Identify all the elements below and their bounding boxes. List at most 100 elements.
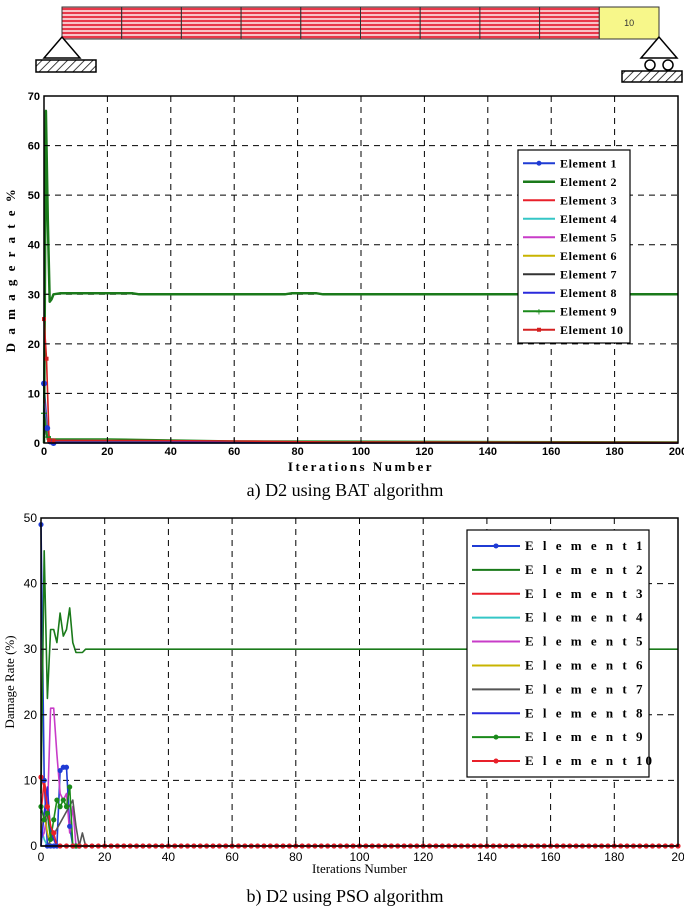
legend-label-4: Element 4 (560, 212, 617, 226)
x-tick-label: 20 (98, 850, 112, 864)
x-tick-label: 0 (41, 446, 47, 458)
series-9-marker (54, 797, 60, 803)
caption-bat: a) D2 using BAT algorithm (247, 480, 444, 501)
x-tick-label: 100 (349, 850, 369, 864)
legend-label-9: E l e m e n t 9 (525, 729, 645, 744)
y-tick-label: 30 (28, 289, 40, 301)
legend-pso: E l e m e n t 1 E l e m e n t 2 E l e m e … (466, 529, 655, 778)
y-axis-label: D a m a g e r a t e % (3, 187, 18, 353)
y-tick-label: 50 (28, 190, 40, 202)
series-2-line (40, 549, 678, 794)
x-tick-label: 140 (479, 446, 497, 458)
x-tick-label: 40 (165, 446, 177, 458)
legend-marker-10 (537, 327, 541, 332)
series-10-marker (47, 438, 52, 443)
series-1-marker (44, 425, 51, 432)
series-10-marker (44, 804, 50, 810)
series-9-marker (51, 817, 57, 823)
legend-label-5: E l e m e n t 5 (525, 634, 645, 649)
legend-label-2: Element 2 (560, 175, 617, 189)
x-tick-label: 200 (669, 446, 684, 458)
legend-label-3: E l e m e n t 3 (525, 586, 645, 601)
series-9-marker (57, 804, 63, 810)
legend-label-8: E l e m e n t 8 (525, 705, 645, 720)
y-tick-label: 50 (24, 511, 38, 525)
x-tick-label: 180 (605, 446, 623, 458)
legend-label-6: Element 6 (560, 249, 617, 263)
beam-diagram: 10 (61, 6, 660, 40)
legend-label-1: Element 1 (560, 156, 617, 170)
x-tick-label: 80 (289, 850, 303, 864)
x-axis-label: Iterations Number (288, 459, 434, 474)
legend-marker-9 (493, 734, 499, 740)
legend-bat: Element 1 Element 2 Element 3 Element 4 Elem… (517, 149, 631, 344)
x-tick-label: 160 (541, 850, 561, 864)
x-tick-label: 160 (542, 446, 560, 458)
right-roller-support (621, 35, 683, 83)
series-10-line (43, 319, 679, 444)
series-1-marker (67, 823, 73, 829)
legend-marker-10 (493, 758, 499, 764)
legend-label-2: E l e m e n t 2 (525, 562, 645, 577)
series-10-marker (51, 438, 56, 443)
y-tick-label: 40 (24, 577, 38, 591)
series-9-marker (63, 804, 70, 810)
damaged-element-label: 10 (624, 18, 634, 28)
legend-label-10: E l e m e n t 10 (525, 753, 655, 768)
beam-element-1 (61, 6, 123, 40)
x-axis-label: Iterations Number (312, 861, 408, 876)
beam-element-8 (479, 6, 541, 40)
y-tick-label: 40 (28, 240, 40, 252)
y-tick-label: 20 (28, 339, 40, 351)
y-tick-label: 10 (28, 388, 40, 400)
legend-label-7: E l e m e n t 7 (525, 681, 645, 696)
series-9-marker (60, 797, 66, 803)
y-tick-label: 0 (30, 839, 37, 853)
y-tick-label: 30 (24, 642, 38, 656)
legend-label-4: E l e m e n t 4 (525, 610, 645, 625)
x-tick-label: 20 (671, 850, 684, 864)
beam-element-5 (300, 6, 361, 40)
legend-label-10: Element 10 (560, 323, 624, 337)
beam-element-3 (180, 6, 242, 40)
x-tick-label: 120 (413, 850, 433, 864)
legend-label-5: Element 5 (560, 230, 617, 244)
series-9-marker (47, 836, 54, 843)
series-9-marker (41, 817, 47, 823)
beam-element-4 (240, 6, 302, 40)
series-10-marker (51, 830, 57, 836)
legend-label-3: Element 3 (560, 193, 617, 207)
legend-label-8: Element 8 (560, 286, 617, 300)
series-1-marker (63, 764, 70, 770)
y-tick-label: 0 (34, 438, 40, 450)
series-10-marker (44, 356, 49, 361)
y-tick-label: 20 (24, 708, 38, 722)
beam-element-9 (539, 6, 600, 40)
x-tick-label: 60 (228, 446, 240, 458)
x-tick-label: 60 (225, 850, 239, 864)
legend-label-6: E l e m e n t 6 (525, 657, 645, 672)
x-tick-label: 20 (101, 446, 113, 458)
y-tick-label: 10 (24, 773, 38, 787)
beam-element-2 (121, 6, 182, 40)
series-1-marker (57, 767, 63, 774)
beam-element-6 (360, 6, 421, 40)
legend-marker-1 (493, 543, 499, 549)
x-tick-label: 40 (162, 850, 176, 864)
x-tick-label: 140 (477, 850, 497, 864)
beam-element-7 (419, 6, 481, 40)
legend-label-9: Element 9 (560, 304, 617, 318)
beam-element-10 (598, 6, 660, 40)
legend-label-1: E l e m e n t 1 (525, 538, 645, 553)
x-tick-label: 180 (604, 850, 624, 864)
series-2-line (42, 109, 678, 444)
x-tick-label: 0 (38, 850, 45, 864)
x-tick-label: 80 (291, 446, 303, 458)
caption-pso: b) D2 using PSO algorithm (246, 886, 443, 907)
series-9-marker (44, 810, 50, 816)
x-tick-label: 120 (415, 446, 433, 458)
y-axis-label: Damage Rate (%) (2, 635, 17, 728)
legend-marker-1 (536, 160, 542, 166)
left-pin-support (35, 35, 97, 73)
